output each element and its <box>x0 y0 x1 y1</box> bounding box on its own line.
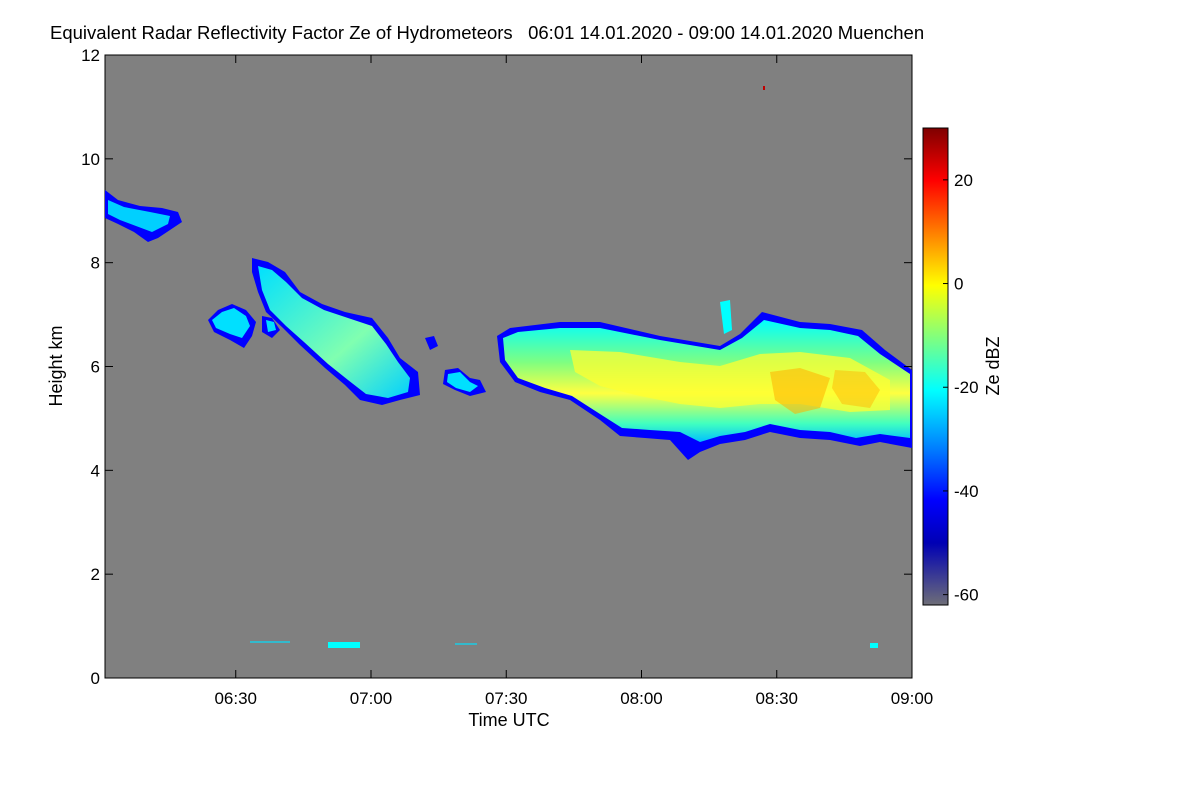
x-tick-label: 07:30 <box>485 689 528 708</box>
echo-main-cloud-layer <box>497 300 912 460</box>
colorbar-tick-label: 20 <box>954 171 973 190</box>
colorbar-tick-label: -40 <box>954 482 979 501</box>
echo-upper-cloud-band <box>208 258 486 405</box>
y-tick-label: 10 <box>81 150 100 169</box>
colorbar-tick-label: 0 <box>954 275 963 294</box>
y-tick-label: 6 <box>91 358 100 377</box>
x-axis: 06:30 07:00 07:30 08:00 08:30 09:00 <box>214 55 933 708</box>
x-tick-label: 08:30 <box>755 689 798 708</box>
colorbar-scale <box>922 127 949 606</box>
colorbar-label: Ze dBZ <box>983 336 1003 395</box>
x-tick-label: 07:00 <box>350 689 393 708</box>
colorbar: -60 -40 -20 0 20 Ze dBZ <box>922 127 1003 606</box>
colorbar-tick-label: -20 <box>954 378 979 397</box>
echo-cirrus-fragment <box>105 190 182 242</box>
x-tick-label: 06:30 <box>214 689 257 708</box>
x-axis-label: Time UTC <box>468 710 549 730</box>
y-tick-label: 8 <box>91 254 100 273</box>
colorbar-tick-label: -60 <box>954 586 979 605</box>
y-axis-label: Height km <box>46 325 66 406</box>
y-tick-label: 4 <box>91 461 100 480</box>
y-tick-label: 2 <box>91 565 100 584</box>
y-tick-label: 12 <box>81 46 100 65</box>
y-axis: 0 2 4 6 8 10 12 <box>81 46 912 688</box>
y-tick-label: 0 <box>91 669 100 688</box>
echo-layers <box>105 86 912 648</box>
echo-surface-clutter <box>250 86 878 648</box>
x-tick-label: 09:00 <box>891 689 934 708</box>
x-tick-label: 08:00 <box>620 689 663 708</box>
colorbar-ticks: -60 -40 -20 0 20 <box>943 171 979 605</box>
chart-title: Equivalent Radar Reflectivity Factor Ze … <box>50 22 924 43</box>
